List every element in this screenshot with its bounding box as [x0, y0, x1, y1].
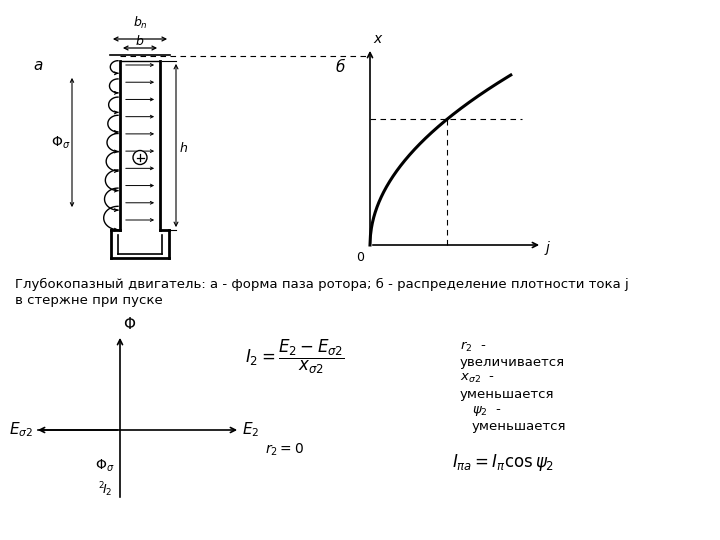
Text: $\Phi$: $\Phi$ — [123, 316, 136, 332]
Text: $I_{\pi a} = I_\pi \cos\psi_2$: $I_{\pi a} = I_\pi \cos\psi_2$ — [452, 452, 554, 473]
Text: увеличивается: увеличивается — [460, 356, 565, 369]
Text: а: а — [33, 57, 42, 72]
Text: уменьшается: уменьшается — [460, 388, 554, 401]
Text: б: б — [336, 60, 345, 75]
Text: $E_2$: $E_2$ — [242, 421, 259, 440]
Text: $E_{\sigma 2}$: $E_{\sigma 2}$ — [9, 421, 33, 440]
Text: $b_n$: $b_n$ — [132, 15, 148, 31]
Text: $^2\!I_2$: $^2\!I_2$ — [98, 480, 112, 499]
Text: $I_2 = \dfrac{E_2 - E_{\sigma 2}}{x_{\sigma 2}}$: $I_2 = \dfrac{E_2 - E_{\sigma 2}}{x_{\si… — [245, 338, 345, 376]
Text: 0: 0 — [356, 251, 364, 264]
Text: $b$: $b$ — [135, 34, 145, 48]
Text: в стержне при пуске: в стержне при пуске — [15, 294, 163, 307]
Text: $j$: $j$ — [544, 239, 552, 257]
Text: $\psi_2$  -: $\psi_2$ - — [472, 404, 502, 418]
Text: $x$: $x$ — [373, 32, 384, 46]
Text: уменьшается: уменьшается — [472, 420, 567, 433]
Text: $x_{\sigma 2}$  -: $x_{\sigma 2}$ - — [460, 372, 495, 385]
Text: $r_2$  -: $r_2$ - — [460, 340, 487, 354]
Text: $r_2 = 0$: $r_2 = 0$ — [266, 442, 305, 458]
Text: $\Phi_\sigma$: $\Phi_\sigma$ — [95, 458, 114, 475]
Circle shape — [133, 151, 147, 165]
Text: Глубокопазный двигатель: а - форма паза ротора; б - распределение плотности тока: Глубокопазный двигатель: а - форма паза … — [15, 278, 629, 291]
Text: $\Phi_\sigma$: $\Phi_\sigma$ — [50, 134, 70, 151]
Text: $h$: $h$ — [179, 141, 188, 156]
